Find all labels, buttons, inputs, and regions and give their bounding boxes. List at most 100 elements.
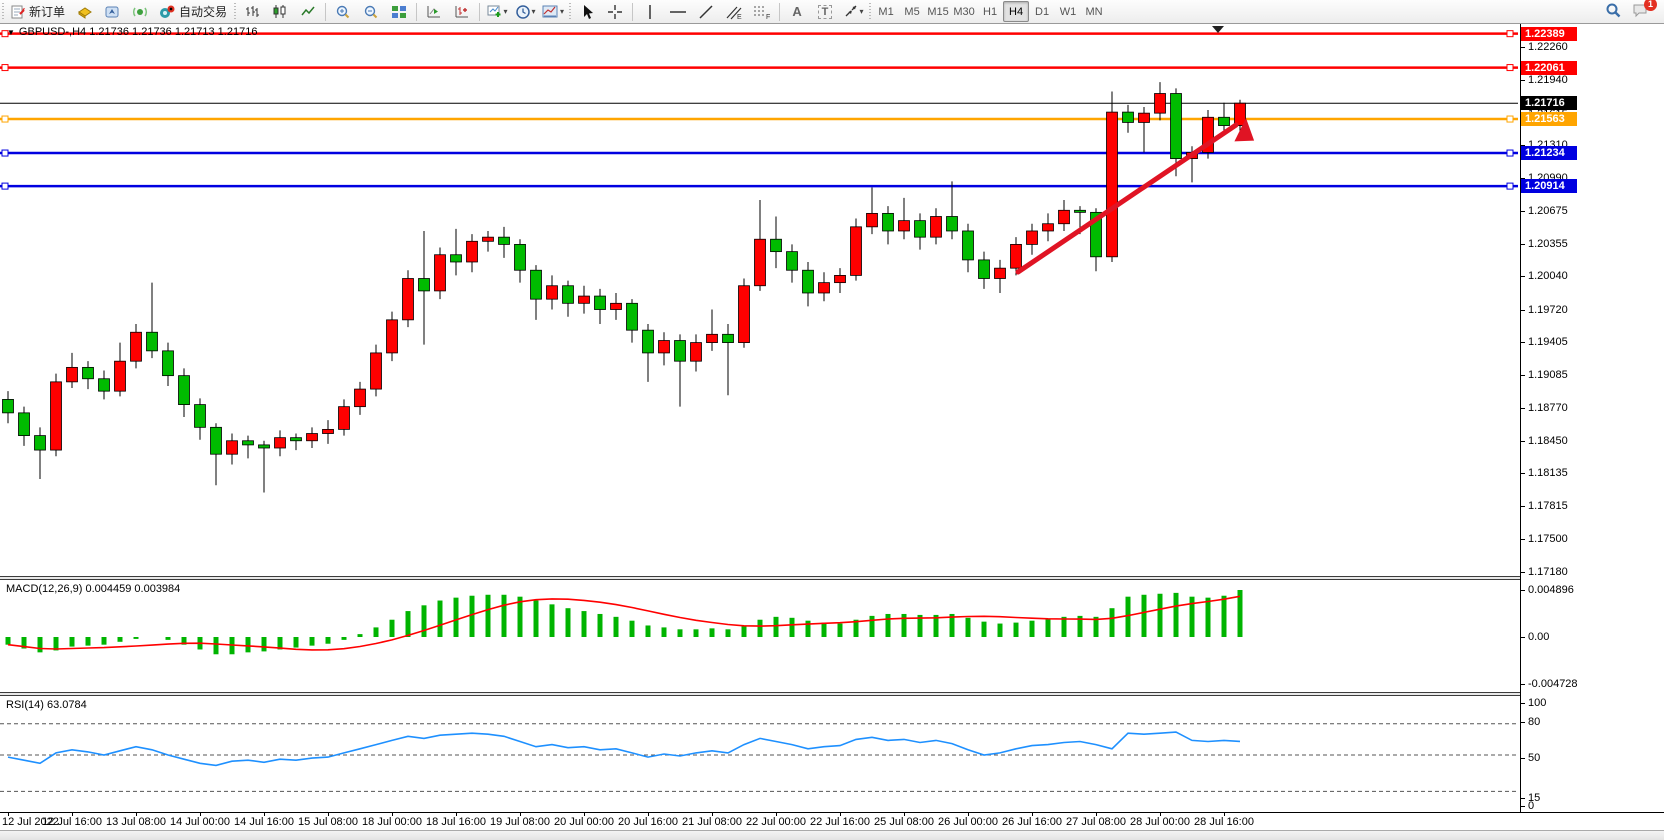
hline-handle-right[interactable] [1506,30,1514,38]
bar-chart-button[interactable] [238,0,266,23]
timeframe-h1[interactable]: H1 [983,5,998,18]
text-button[interactable]: A [783,0,811,23]
hline-handle-left[interactable] [1,64,9,72]
new-order-icon [11,4,26,19]
autotrading-button[interactable]: 自动交易 [154,0,232,23]
toolbar-grip [2,2,4,21]
candlestick-chart-button[interactable] [266,0,294,23]
rsi-tick: 50 [1520,752,1541,764]
panel-splitter[interactable] [0,576,1664,580]
main-price-chart[interactable] [0,24,1520,580]
time-tick-mark [1160,813,1161,816]
new-chart-button[interactable]: ▾ [483,0,511,23]
timeframe-h4[interactable]: H4 [1003,1,1030,22]
panel-splitter[interactable] [0,692,1664,696]
price-tick: 1.22260 [1521,41,1568,53]
notification-badge: 1 [1644,0,1657,11]
candle [882,212,894,232]
candle [642,329,654,354]
trend-arrow-line[interactable] [1015,122,1239,275]
hline-handle-right[interactable] [1506,149,1514,157]
arrows-button[interactable]: ▾ [839,0,867,23]
price-tick: 1.18450 [1521,434,1568,447]
market-watch-button[interactable] [70,0,98,23]
time-tick-mark [1096,813,1097,816]
search-icon[interactable] [1605,2,1622,22]
symbol-collapse-icon[interactable]: ▼ [7,27,15,37]
price-axis[interactable]: 1.222601.219401.216151.213101.209901.206… [1520,24,1664,812]
candle [1218,116,1230,126]
time-tick-mark [136,813,137,816]
hline-handle-left[interactable] [1,30,9,38]
terminal-button[interactable] [126,0,154,23]
fibonacci-button[interactable]: F [748,0,776,23]
auto-scroll-button[interactable] [420,0,448,23]
hline-handle-left[interactable] [1,182,9,190]
macd-tick: -0.004728 [1521,678,1578,690]
time-tick-label: 20 Jul 16:00 [618,816,678,828]
auto-scroll-icon [426,4,442,19]
timeframe-m1[interactable]: M1 [878,5,894,18]
fibonacci-icon: F [753,4,771,20]
chart-shift-button[interactable] [448,0,476,23]
candle [1074,209,1086,213]
cursor-button[interactable] [573,0,601,23]
templates-button[interactable]: ▾ [539,0,567,23]
time-tick-label: 18 Jul 16:00 [426,816,486,828]
hline-handle-left[interactable] [1,115,9,123]
profiles-button[interactable]: ▾ [511,0,539,23]
trend-arrow-head[interactable] [1234,117,1260,148]
vertical-line-button[interactable] [636,0,664,23]
candle [34,435,46,451]
timeframe-d1[interactable]: D1 [1035,5,1050,18]
time-axis[interactable]: 12 Jul 2022 12 Jul 16:00 13 Jul 08:00 14 Ju… [0,812,1664,830]
rsi-panel[interactable] [0,696,1520,812]
rsi-tick: 0 [1520,800,1535,812]
dropdown-caret: ▾ [503,7,508,16]
candle [866,212,878,228]
hline-handle-right[interactable] [1506,115,1514,123]
market-watch-icon [76,4,93,19]
crosshair-button[interactable] [601,0,629,23]
equidistant-channel-button[interactable]: E [720,0,748,23]
hline-handle-right[interactable] [1506,64,1514,72]
time-tick-label: 14 Jul 00:00 [170,816,230,828]
macd-panel[interactable] [0,580,1520,692]
zoom-in-button[interactable] [329,0,357,23]
zoom-out-button[interactable] [357,0,385,23]
trendline-button[interactable] [692,0,720,23]
price-label-1.21716: 1.21716 [1521,96,1577,111]
new-order-button[interactable]: 新订单 [6,0,70,23]
timeframe-m15[interactable]: M15 [927,5,949,18]
timeframe-m30[interactable]: M30 [953,5,975,18]
dropdown-caret: ▾ [859,7,864,16]
price-tick: 1.18135 [1521,467,1568,480]
hline-handle-right[interactable] [1506,182,1514,190]
candle [674,340,686,362]
notifications-icon[interactable]: 1 [1632,0,1657,21]
candle [370,352,382,390]
candle [162,350,174,377]
timeframe-m5[interactable]: M5 [904,5,920,18]
time-tick-label: 19 Jul 08:00 [490,816,550,828]
timeframe-mn[interactable]: MN [1085,5,1103,18]
timeframe-w1[interactable]: W1 [1059,5,1077,18]
text-label-button[interactable]: T [811,0,839,23]
crosshair-icon [607,4,623,20]
chart-shift-marker[interactable] [1212,26,1224,33]
candle [322,428,334,434]
tile-windows-button[interactable] [385,0,413,23]
line-chart-button[interactable] [294,0,322,23]
trendline-icon [698,4,714,20]
hline-handle-left[interactable] [1,149,9,157]
svg-text:E: E [737,14,742,20]
autotrading-label: 自动交易 [179,5,228,19]
candle [898,220,910,232]
candle [786,251,798,271]
time-tick-mark [200,813,201,816]
horizontal-line-button[interactable] [664,0,692,23]
navigator-button[interactable] [98,0,126,23]
candle [962,230,974,261]
time-tick-mark [328,813,329,816]
candle [514,243,526,271]
